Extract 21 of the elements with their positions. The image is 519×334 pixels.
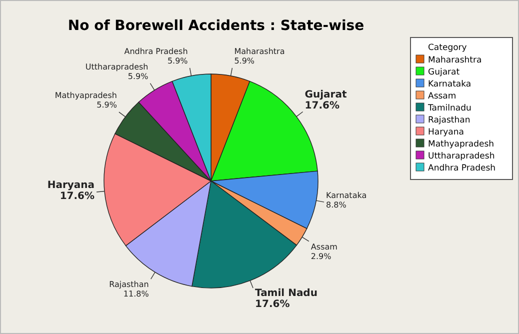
legend-label: Gujarat [428,68,460,78]
legend-label: Karnataka [428,80,472,90]
data-label: Karnataka 8.8% [326,191,367,210]
data-label: Assam 2.9% [310,242,338,261]
chart-title: No of Borewell Accidents : State-wise [68,18,364,34]
legend-title: Category [428,43,467,53]
legend-label: Tamilnadu [427,104,472,114]
legend-label: Andhra Pradesh [428,164,496,174]
data-label: Mathyapradesh 5.9% [54,91,118,110]
data-label: Gujarat 17.6% [304,90,347,112]
legend-label: Rajasthan [428,116,470,126]
data-label: Tamil Nadu 17.6% [255,288,318,310]
legend-label: Mathyapradesh [428,140,494,150]
legend-label: Haryana [428,128,464,138]
data-label: Uttharapradesh 5.9% [85,62,149,81]
legend-label: Uttharapradesh [428,152,495,162]
data-label: Rajasthan 11.8% [109,280,150,299]
legend-label: Assam [428,92,456,102]
data-label: Maharashtra 5.9% [234,46,285,66]
data-label: Haryana 17.6% [47,180,95,202]
legend-label: Maharashtra [428,56,482,66]
